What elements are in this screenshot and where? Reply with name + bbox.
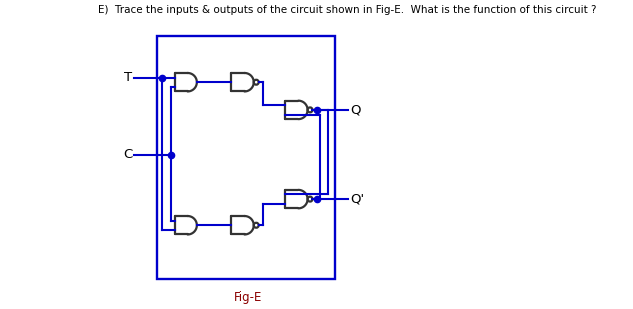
Text: Q: Q — [350, 104, 361, 116]
Text: Q': Q' — [350, 193, 364, 205]
Text: C: C — [123, 148, 132, 161]
Text: E)  Trace the inputs & outputs of the circuit shown in Fig-E.  What is the funct: E) Trace the inputs & outputs of the cir… — [98, 5, 597, 15]
Text: Fig-E: Fig-E — [234, 291, 262, 304]
Text: T: T — [124, 71, 132, 84]
Bar — [157, 36, 335, 279]
